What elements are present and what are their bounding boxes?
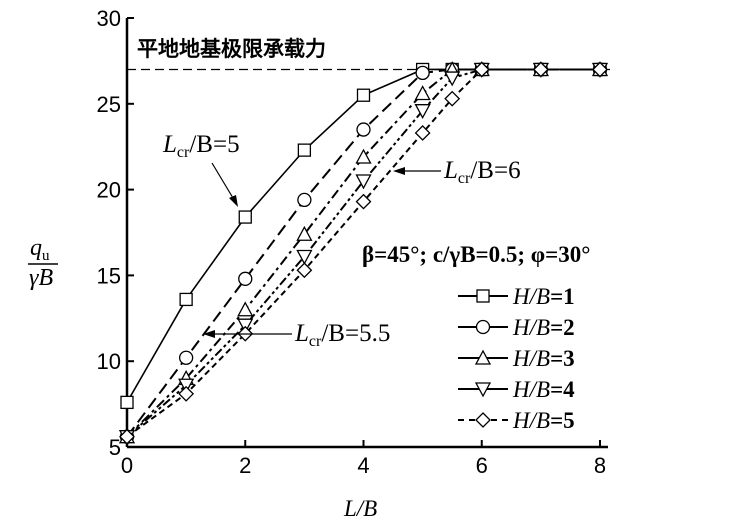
y-tick-label: 30 — [97, 6, 121, 31]
data-point — [297, 192, 312, 208]
data-point — [238, 271, 253, 286]
y-tick-label: 5 — [109, 435, 121, 460]
data-point — [532, 61, 549, 78]
data-point — [178, 350, 194, 365]
svg-text:Lcr/B=5.5: Lcr/B=5.5 — [294, 320, 390, 350]
data-point — [178, 378, 195, 394]
y-tick-label: 15 — [97, 263, 121, 288]
svg-text:Lcr/B=5: Lcr/B=5 — [162, 131, 240, 161]
y-tick-label: 20 — [97, 178, 121, 203]
data-point — [414, 125, 431, 141]
series-line — [126, 68, 600, 438]
annotation-lcr-5-5: Lcr/B=5.5 — [203, 320, 390, 350]
svg-text:Lcr/B=6: Lcr/B=6 — [443, 157, 521, 187]
legend-item: H/B=4 — [458, 377, 575, 402]
y-label-denominator: γB — [29, 265, 53, 291]
data-point — [414, 104, 431, 120]
legend-label: H/B=2 — [512, 315, 575, 340]
data-point — [355, 174, 372, 190]
data-point — [237, 318, 254, 334]
legend-item: H/B=5 — [458, 408, 575, 433]
annotation-lcr-5: Lcr/B=5 — [162, 131, 240, 207]
data-point — [473, 61, 490, 78]
data-point — [356, 122, 371, 137]
data-point — [592, 61, 608, 78]
legend-marker — [476, 289, 490, 303]
x-tick-label: 2 — [239, 453, 251, 478]
data-point — [414, 85, 431, 101]
data-point — [296, 225, 313, 241]
data-point — [178, 385, 195, 402]
data-point — [179, 292, 193, 307]
x-tick-label: 6 — [476, 453, 488, 478]
series-group — [118, 61, 609, 446]
tick-labels: 0 2 4 6 8 5 10 15 20 25 30 — [97, 6, 607, 478]
data-point — [415, 65, 430, 81]
data-point — [355, 193, 372, 210]
x-tick-label: 0 — [121, 453, 133, 478]
data-point — [296, 249, 313, 265]
axes — [125, 17, 608, 449]
legend: H/B=1 H/B=2 H/B=3 H/B=4 H/B=5 — [458, 284, 575, 433]
legend-label: H/B=1 — [512, 284, 575, 309]
parameters-text: β=45°; c/γB=0.5; φ=30° — [362, 242, 590, 267]
x-tick-label: 8 — [594, 453, 606, 478]
legend-label: H/B=3 — [512, 346, 575, 371]
data-point — [444, 90, 461, 107]
legend-marker — [475, 412, 491, 428]
data-point — [120, 395, 134, 410]
y-axis-label: qu γB — [28, 235, 58, 291]
x-tick-label: 4 — [357, 453, 369, 478]
legend-label: H/B=4 — [512, 377, 575, 402]
data-point — [356, 88, 371, 102]
legend-marker — [474, 382, 492, 398]
data-point — [297, 143, 312, 157]
data-point — [444, 71, 461, 87]
y-label-numerator: q — [30, 235, 42, 261]
y-tick-label: 10 — [97, 349, 121, 374]
data-point — [119, 428, 135, 445]
legend-item: H/B=3 — [458, 346, 575, 371]
y-label-subscript: u — [42, 248, 50, 264]
legend-item: H/B=1 — [458, 284, 575, 309]
data-point — [237, 301, 254, 317]
y-tick-label: 25 — [97, 92, 121, 117]
legend-marker — [474, 349, 492, 365]
x-axis-label: L/B — [343, 496, 377, 521]
data-point — [355, 148, 372, 164]
series-line — [126, 68, 600, 438]
reference-line-label: 平地地基极限承载力 — [137, 37, 326, 61]
legend-marker — [475, 319, 491, 335]
legend-label: H/B=5 — [512, 408, 575, 433]
svg-text:qu: qu — [30, 235, 50, 264]
data-point — [296, 262, 313, 279]
annotation-lcr-6: Lcr/B=6 — [393, 157, 521, 187]
data-point — [238, 210, 252, 224]
legend-item: H/B=2 — [458, 315, 575, 340]
